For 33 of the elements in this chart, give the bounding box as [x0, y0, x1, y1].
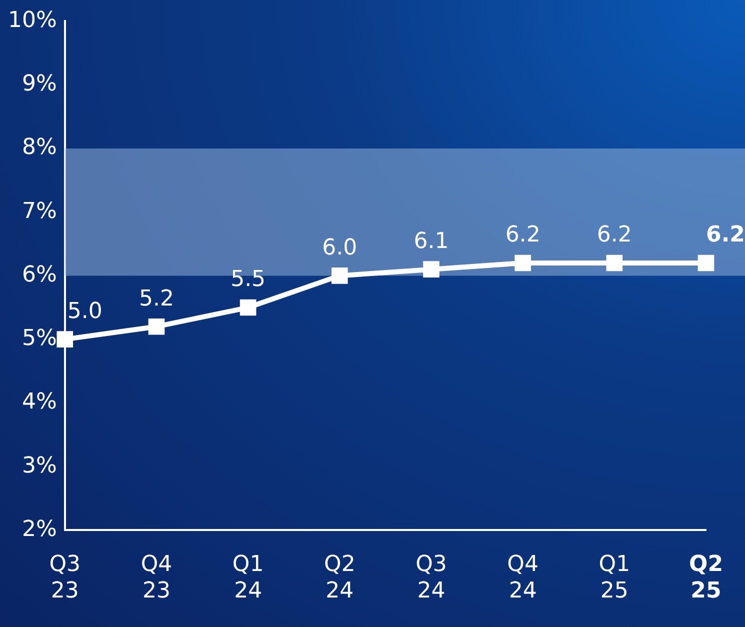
- point: [606, 254, 623, 272]
- y-tick-label: 3%: [22, 453, 57, 478]
- y-tick-label: 7%: [22, 198, 57, 224]
- data-label: 5.5: [230, 267, 266, 292]
- x-tick-label: Q4 23: [140, 552, 172, 604]
- y-tick-label: 10%: [8, 8, 57, 33]
- x-tick-label: Q3 23: [49, 552, 81, 604]
- y-tick-label: 4%: [22, 390, 57, 415]
- point: [423, 261, 440, 278]
- y-tick-label: 5%: [22, 326, 57, 352]
- y-tick-label: 6%: [22, 262, 57, 288]
- data-label: 6.0: [322, 235, 358, 260]
- x-tick-label: Q1 24: [232, 552, 264, 604]
- point: [148, 318, 165, 335]
- x-tick-label: Q4 24: [507, 552, 538, 604]
- point: [56, 331, 74, 348]
- x-tick-label: Q2 24: [324, 552, 356, 604]
- y-tick-label: 2%: [22, 516, 57, 542]
- x-tick-label: Q1 25: [598, 552, 630, 604]
- data-label: 6.2: [505, 222, 540, 248]
- x-tick-label: Q3 24: [416, 552, 447, 604]
- data-label: 6.2: [596, 222, 632, 248]
- x-tick-label: Q2 25: [688, 552, 724, 604]
- y-tick-label: 8%: [22, 135, 57, 160]
- point: [332, 268, 348, 284]
- point: [698, 254, 714, 272]
- data-label: 5.0: [67, 299, 102, 324]
- point: [240, 299, 256, 316]
- data-label: 5.2: [138, 286, 174, 312]
- data-label: 6.2: [706, 222, 745, 248]
- point: [514, 254, 531, 272]
- data-label: 6.1: [414, 229, 449, 254]
- y-tick-label: 9%: [22, 72, 57, 97]
